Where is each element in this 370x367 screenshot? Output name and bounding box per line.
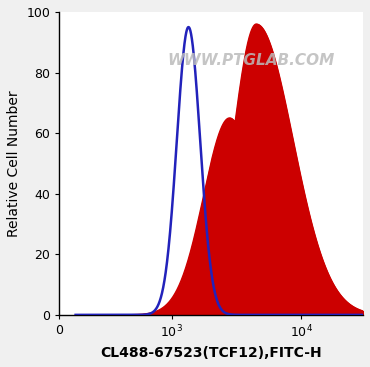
Text: WWW.PTGLAB.COM: WWW.PTGLAB.COM bbox=[167, 53, 334, 68]
Y-axis label: Relative Cell Number: Relative Cell Number bbox=[7, 90, 21, 237]
X-axis label: CL488-67523(TCF12),FITC-H: CL488-67523(TCF12),FITC-H bbox=[100, 346, 322, 360]
